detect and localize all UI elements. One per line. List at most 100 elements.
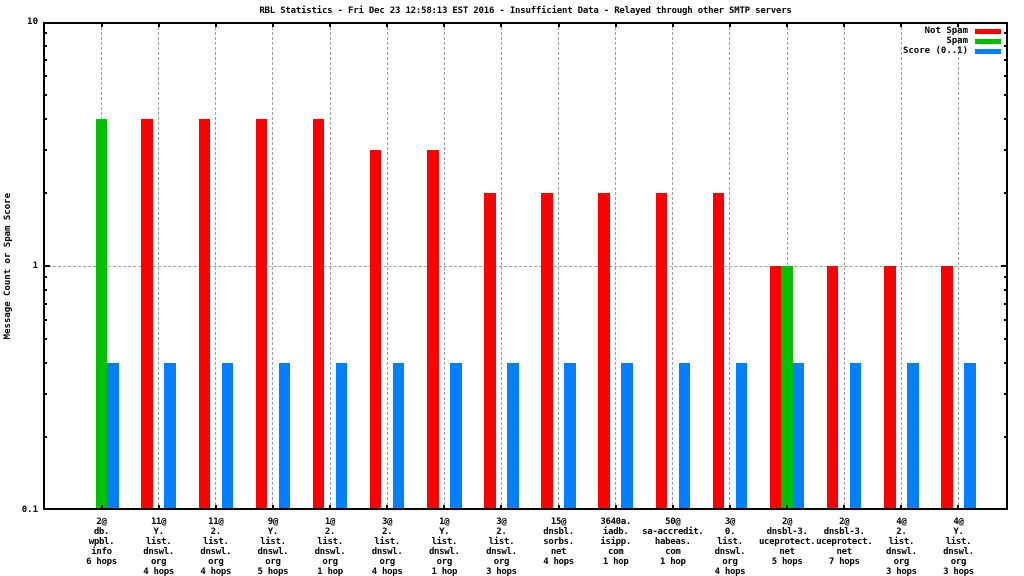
x-tick-bottom (957, 505, 960, 510)
x-category-label-line: com (665, 547, 681, 557)
x-tick-top (386, 22, 389, 27)
x-category-label-line: 4@ (896, 517, 907, 527)
y-minor-tick-right (1004, 148, 1008, 151)
bar-score-0-1 (450, 363, 462, 508)
x-category-label-line: 11@ (208, 517, 224, 527)
y-minor-tick-left (43, 75, 47, 78)
x-category-label-line: list. (888, 537, 915, 547)
x-category-label-line: org (265, 557, 281, 567)
y-minor-tick-left (43, 338, 47, 341)
bar-spam (95, 119, 108, 508)
x-category-label-line: dnswl. (143, 547, 174, 557)
x-tick-bottom (671, 505, 674, 510)
bar-not-spam (541, 192, 553, 508)
y-minor-tick-right (1004, 435, 1008, 438)
bar-not-spam (141, 119, 153, 508)
x-category-label-line: 2@ (839, 517, 850, 527)
x-tick-top (271, 22, 274, 27)
x-category-label-line: list. (431, 537, 458, 547)
x-category-label-line: iadb. (602, 527, 629, 537)
x-category-label-line: 4 hops (714, 567, 746, 576)
x-category-label-line: 1 hop (317, 567, 343, 576)
legend-item-not-spam: Not Spam (903, 26, 1001, 36)
legend-swatch-not-spam (975, 28, 1001, 34)
x-category-label: 2@ dnsbl-3. uceprotect. net 5 hops (741, 517, 833, 567)
bar-score-0-1 (964, 363, 976, 508)
x-category-label-line: 2. (496, 527, 507, 537)
bar-score-0-1 (907, 363, 919, 508)
x-category-label-line: 5 hops (257, 567, 289, 576)
y-minor-tick-right (1004, 191, 1008, 194)
x-category-label-line: uceprotect. (816, 537, 873, 547)
bar-not-spam (941, 266, 953, 508)
bar-score-0-1 (735, 363, 748, 508)
x-category-label-line: 9@ (267, 517, 279, 527)
bar-score-0-1 (164, 363, 176, 508)
x-category-label-line: list. (374, 537, 400, 547)
x-category-label-line: 4@ (953, 517, 964, 527)
x-tick-bottom (329, 505, 332, 510)
x-category-label-line: org (379, 557, 395, 567)
y-minor-tick-right (1004, 362, 1008, 365)
x-category-label-line: Y. (267, 527, 279, 537)
x-category-label-line: com (608, 547, 624, 557)
x-category-label-line: list. (260, 537, 286, 547)
legend-swatch-score (975, 48, 1001, 54)
x-category-label-line: 4 hops (200, 567, 232, 576)
y-minor-tick-right (1004, 392, 1008, 395)
bar-not-spam (655, 192, 668, 508)
x-tick-top (671, 22, 674, 27)
y-minor-tick-left (43, 32, 47, 35)
y-minor-tick-right (1004, 58, 1008, 61)
legend: Not Spam Spam Score (0..1) (903, 26, 1001, 56)
x-tick-bottom (786, 505, 789, 510)
x-category-label-line: sa-accredit. (642, 527, 704, 537)
x-tick-bottom (443, 505, 446, 510)
x-category-label-line: org (322, 557, 338, 567)
y-minor-tick-right (1004, 288, 1008, 291)
x-tick-top (557, 22, 560, 27)
x-category-label-line: 2. (324, 527, 336, 537)
x-category-label: 3640a. iadb. isipp. com 1 hop (570, 517, 662, 567)
bar-score-0-1 (221, 363, 234, 508)
y-minor-tick-left (43, 191, 47, 194)
x-category-label-line: 2. (896, 527, 907, 537)
x-category-label-line: dnsbl. (543, 527, 574, 537)
x-category-label-line: 0. (724, 527, 736, 537)
h-gridline (43, 265, 1008, 267)
x-category-label-line: list. (202, 537, 229, 547)
y-minor-tick-right (1004, 276, 1008, 279)
x-category-label-line: list. (145, 537, 172, 547)
bar-not-spam (769, 266, 782, 508)
x-category-label-line: 15@ (550, 517, 567, 527)
x-tick-top (443, 22, 446, 27)
x-category-label-line: 6 hops (86, 557, 117, 567)
bar-score-0-1 (564, 363, 576, 508)
y-major-tick-left (43, 508, 50, 510)
x-category-label-line: net (550, 547, 567, 557)
x-category-label-line: 1@ (439, 517, 450, 527)
y-minor-tick-left (43, 44, 47, 47)
x-category-label-line: 3@ (382, 517, 393, 527)
x-tick-top (786, 22, 789, 27)
x-tick-bottom (271, 505, 274, 510)
x-tick-bottom (728, 505, 731, 510)
x-category-label-line: org (150, 557, 167, 567)
x-tick-top (329, 22, 332, 27)
x-category-label-line: 3 hops (886, 567, 917, 576)
x-category-label-line: 3@ (496, 517, 507, 527)
x-category-label-line: dnsbl-3. (766, 527, 808, 537)
bar-not-spam (427, 149, 439, 508)
x-category-label-line: 2. (210, 527, 222, 537)
x-category-label-line: 1 hop (431, 567, 458, 576)
y-minor-tick-left (43, 94, 47, 97)
x-category-label: 3@ 2. list. dnswl. org 3 hops (455, 517, 547, 576)
x-category-label-line: dnswl. (428, 547, 460, 557)
x-category-label-line: 3 hops (486, 567, 517, 576)
bar-score-0-1 (792, 363, 805, 508)
bar-score-0-1 (107, 363, 119, 508)
legend-swatch-spam (975, 38, 1001, 44)
x-category-label-line: list. (488, 537, 515, 547)
x-category-label-line: list. (717, 537, 743, 547)
x-category-label: 2@ db. wpbl. info 6 hops (56, 517, 148, 567)
